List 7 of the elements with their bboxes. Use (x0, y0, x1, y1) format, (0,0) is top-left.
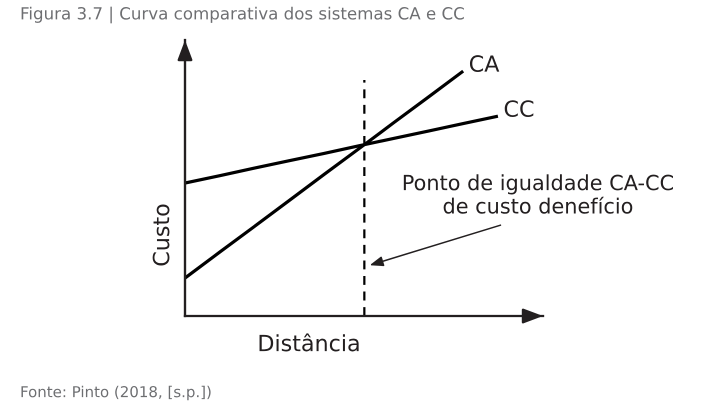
series-label: CA (470, 55, 500, 72)
annotation: Ponto de igualdade CA-CC de custo denefício (404, 174, 673, 214)
x-axis-title: Distância (260, 333, 359, 352)
chart-title: Figura 3.7 | Curva comparativa dos sistemas CA e CC (22, 6, 464, 24)
source-note: Fonte: Pinto (2018, [s.p.]) (21, 386, 211, 400)
series-label: CC (504, 100, 534, 118)
y-axis-title: Custo (152, 204, 170, 266)
